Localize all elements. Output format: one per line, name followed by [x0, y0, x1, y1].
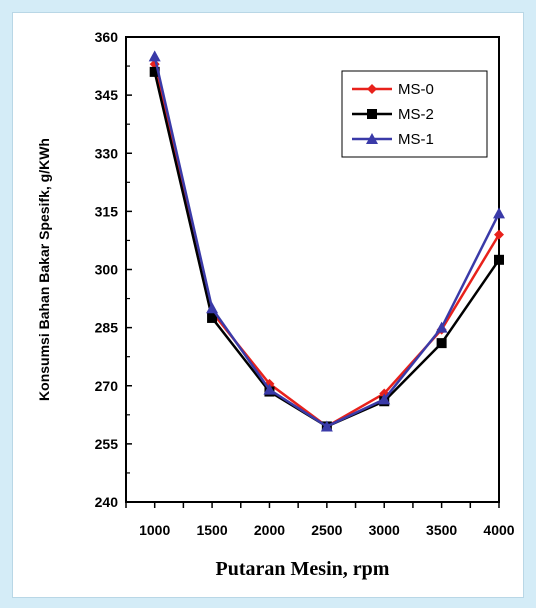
y-axis-title: Konsumsi Bahan Bakar Spesifk, g/KWh	[36, 138, 52, 401]
y-tick-label: 330	[95, 145, 119, 161]
legend-marker	[366, 133, 378, 144]
y-tick-label: 240	[95, 494, 119, 510]
data-point	[494, 229, 504, 240]
legend-item: MS-2	[352, 106, 434, 123]
x-tick-label: 1500	[196, 522, 227, 538]
data-point	[493, 207, 505, 219]
legend-item: MS-1	[352, 131, 434, 148]
data-point	[378, 393, 391, 405]
y-tick-label: 255	[95, 436, 119, 452]
x-axis-title: Putaran Mesin, rpm	[216, 558, 390, 580]
series-ms-1	[148, 50, 505, 432]
x-tick-label: 2000	[254, 522, 285, 538]
legend-item: MS-0	[352, 81, 434, 98]
x-tick-label: 3500	[426, 522, 457, 538]
data-point	[436, 338, 447, 349]
data-point	[149, 66, 160, 77]
legend-label: MS-0	[398, 81, 434, 98]
x-tick-label: 2500	[311, 522, 342, 538]
x-tick-label: 4000	[483, 522, 514, 538]
x-tick-label: 1000	[139, 522, 170, 538]
y-tick-label: 315	[95, 203, 119, 219]
line-chart: 240 255 270 285 300 315 330 345 360 1000 1500 2000…	[36, 29, 515, 580]
data-point	[494, 254, 504, 265]
legend-marker	[367, 84, 377, 94]
data-point	[320, 420, 333, 432]
y-tick-label: 270	[95, 378, 119, 394]
y-tick-label: 285	[95, 320, 119, 336]
legend-label: MS-1	[398, 131, 434, 148]
legend-label: MS-2	[398, 106, 434, 123]
chart-frame: 240 255 270 285 300 315 330 345 360 1000 1500 2000…	[12, 12, 524, 598]
y-tick-label: 300	[95, 262, 119, 278]
data-point	[206, 302, 219, 314]
data-point	[435, 321, 448, 333]
y-tick-label: 345	[95, 87, 119, 103]
y-tick-label: 360	[95, 29, 119, 45]
x-tick-label: 3000	[369, 522, 400, 538]
data-point	[207, 312, 218, 323]
data-point	[148, 50, 161, 62]
legend-marker	[367, 109, 377, 119]
data-point	[263, 383, 276, 395]
